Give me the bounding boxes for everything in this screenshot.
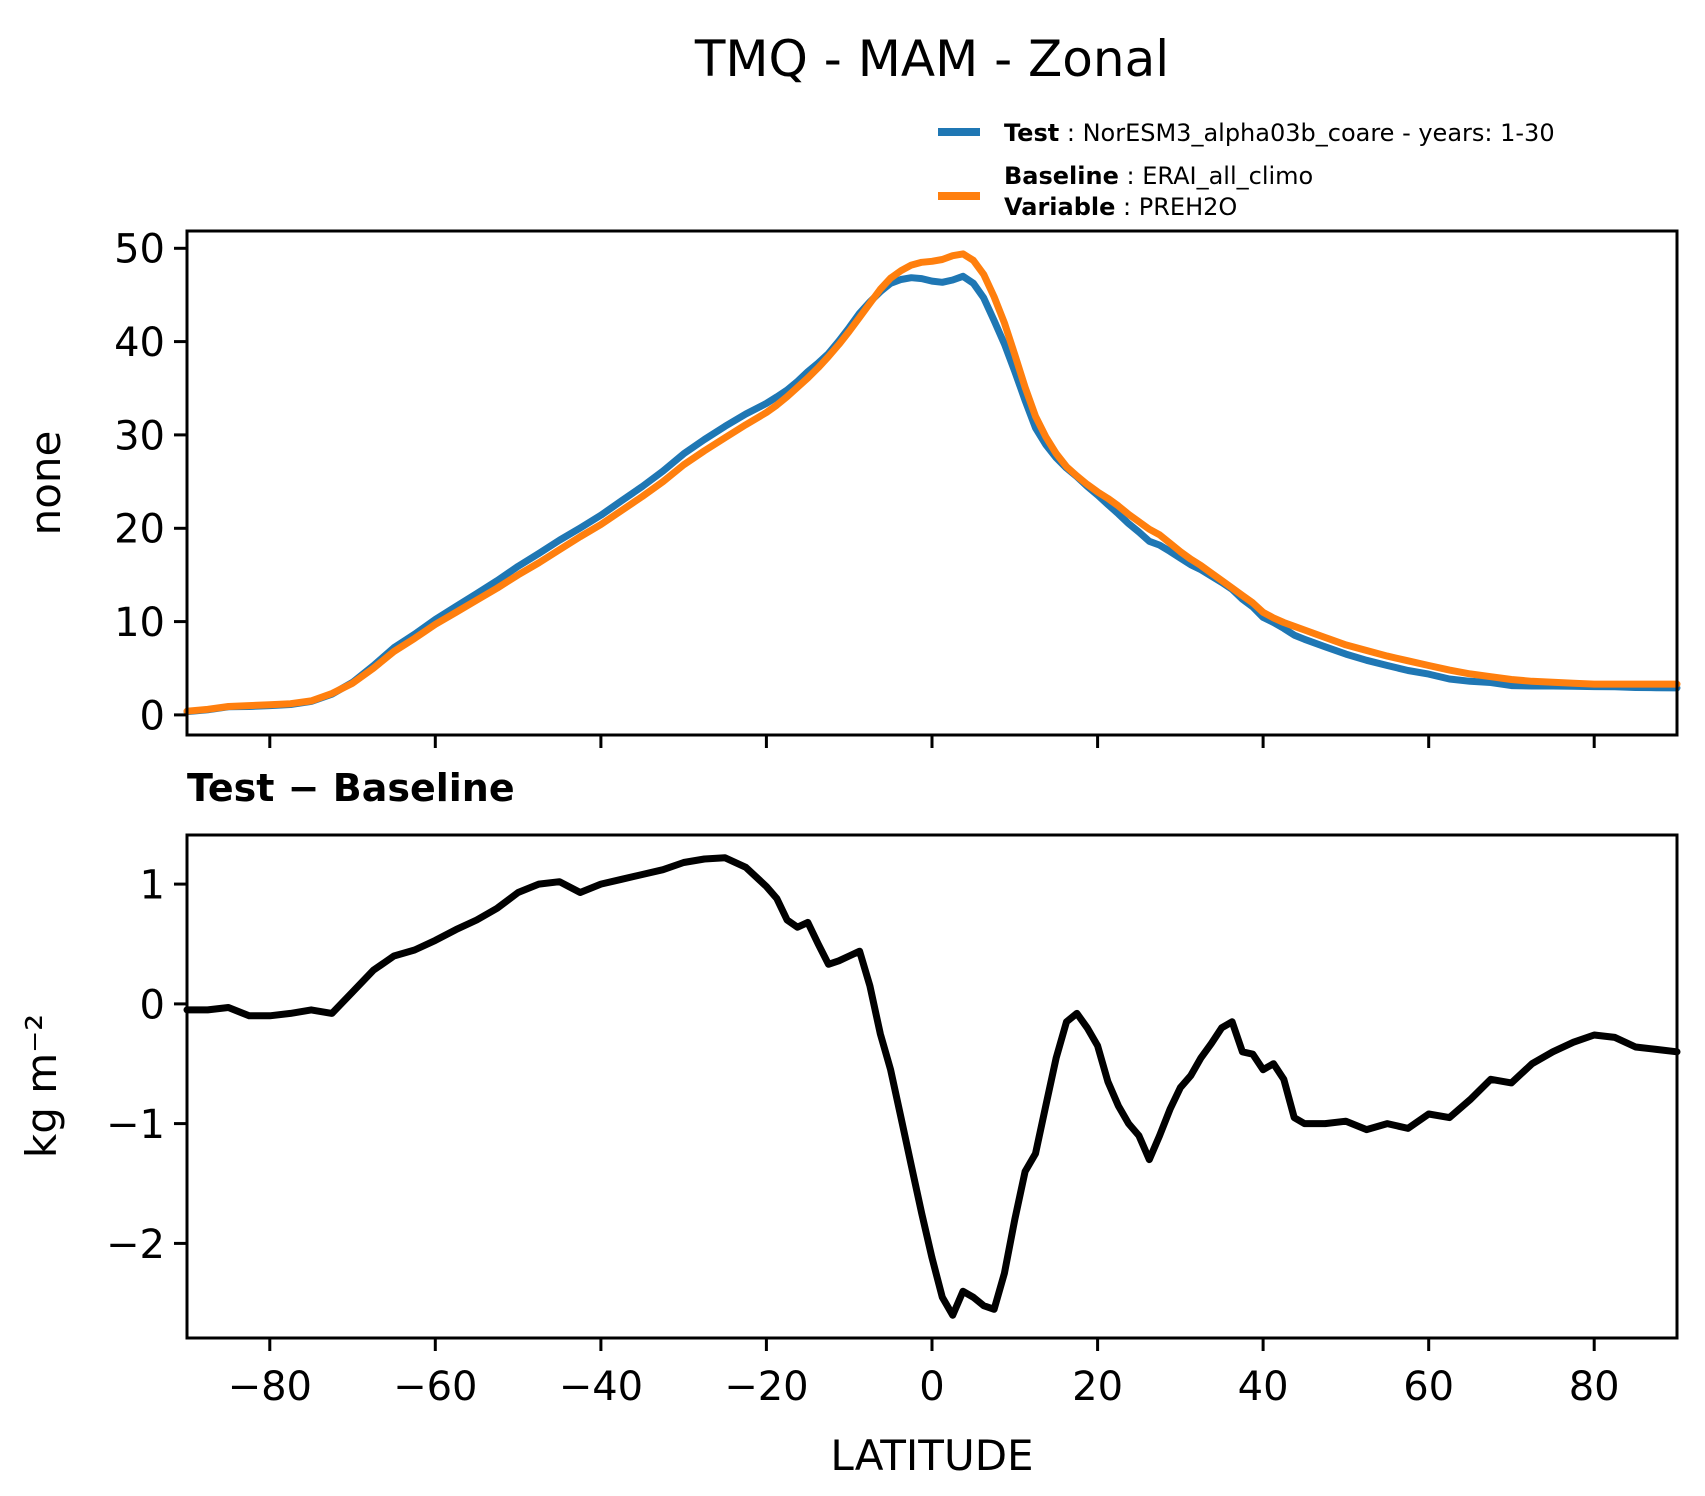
legend-baseline-entry: Baseline : ERAI_all_climo: [1004, 162, 1313, 190]
y-tick-label: 1: [140, 863, 165, 909]
series-line-test: [183, 272, 1681, 716]
x-tick-label: −40: [559, 1364, 643, 1410]
legend: Test : NorESM3_alpha03b_coare - years: 1…: [938, 119, 1555, 221]
top-panel-ylabel: none: [21, 431, 70, 536]
legend-variable-entry: Variable : PREH2O: [1004, 193, 1237, 221]
y-tick-label: 50: [114, 227, 165, 273]
y-tick-label: 20: [114, 507, 165, 553]
y-tick-label: −2: [106, 1222, 165, 1268]
series-line-baseline: [183, 250, 1681, 715]
legend-baseline-value: : ERAI_all_climo: [1119, 162, 1313, 190]
legend-test-value: : NorESM3_alpha03b_coare - years: 1-30: [1059, 119, 1554, 147]
x-tick-label: −60: [393, 1364, 477, 1410]
y-tick-label: 0: [140, 982, 165, 1028]
y-tick-label: 10: [114, 600, 165, 646]
legend-test-label: Test: [1004, 119, 1059, 147]
top-panel-zonal-mean: 0 10 20 30 40 50: [114, 227, 1681, 748]
axes-frame: [185, 229, 1679, 737]
x-tick-label: −20: [724, 1364, 808, 1410]
x-tick-label: 20: [1072, 1364, 1123, 1410]
legend-test-entry: Test : NorESM3_alpha03b_coare - years: 1…: [1004, 119, 1555, 147]
y-tick-label: 0: [140, 693, 165, 739]
legend-variable-value: : PREH2O: [1115, 193, 1237, 221]
xaxis-label: LATITUDE: [830, 1431, 1033, 1480]
x-tick-label: −80: [228, 1364, 312, 1410]
bottom-panel-ylabel: kg m⁻²: [17, 1014, 66, 1158]
figure-title: TMQ - MAM - Zonal: [694, 30, 1169, 88]
y-tick-label: −1: [106, 1102, 165, 1148]
legend-baseline-label: Baseline: [1004, 162, 1119, 190]
x-tick-label: 0: [919, 1364, 944, 1410]
bottom-panel-difference: −80 −60 −40 −20 0 20 40 60 80 1 0 −1 −2: [106, 833, 1681, 1410]
y-tick-label: 30: [114, 413, 165, 459]
x-tick-label: 40: [1238, 1364, 1289, 1410]
x-tick-label: 80: [1569, 1364, 1620, 1410]
series-line-test-baseline: [183, 854, 1681, 1319]
x-tick-label: 60: [1403, 1364, 1454, 1410]
panel2-title: Test − Baseline: [187, 766, 515, 810]
legend-variable-label: Variable: [1004, 193, 1115, 221]
y-tick-label: 40: [114, 320, 165, 366]
